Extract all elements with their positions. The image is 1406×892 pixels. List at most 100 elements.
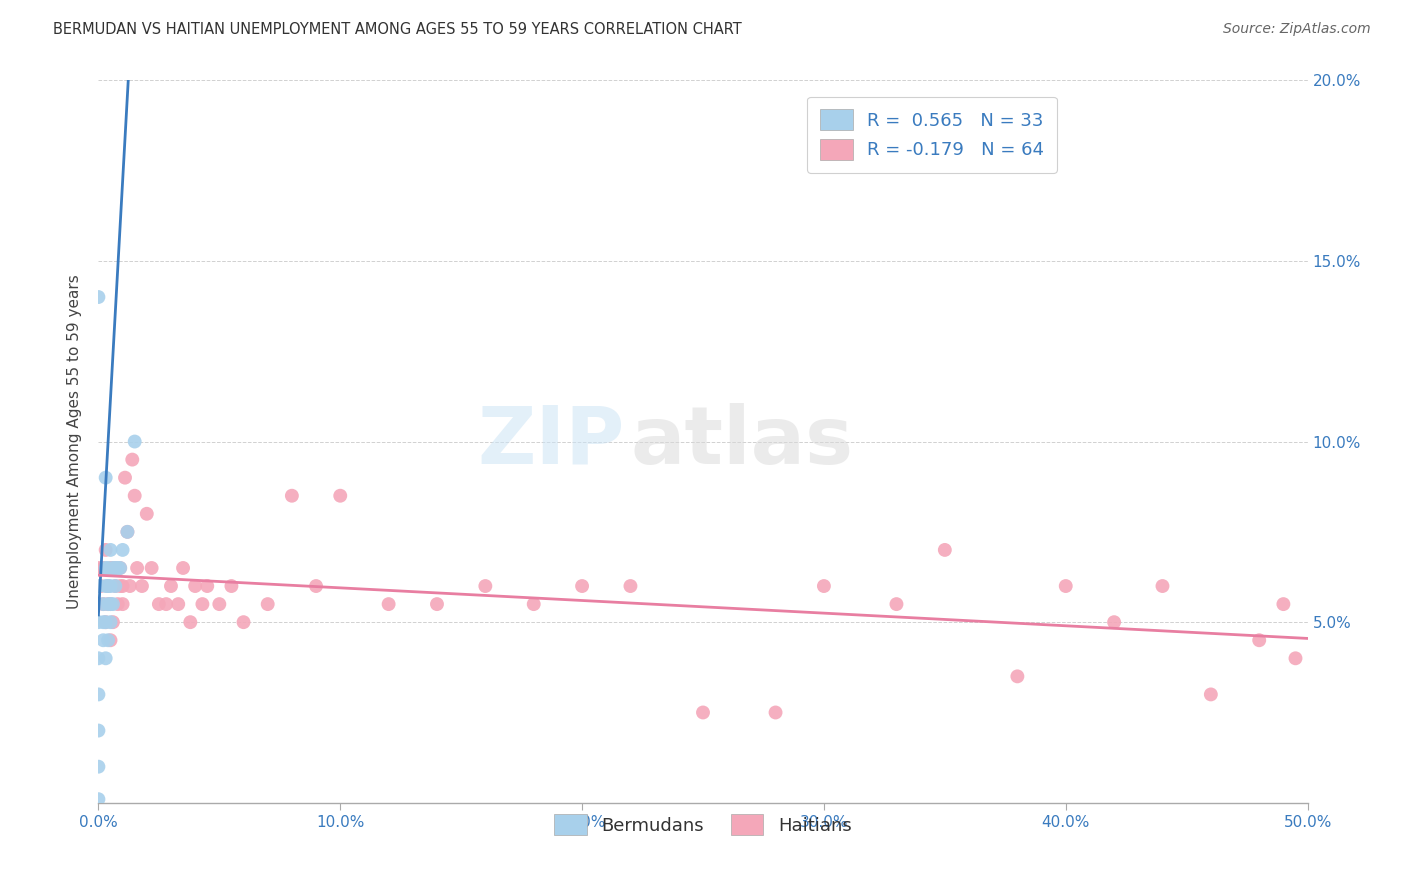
Point (94, 561, 117, 575)
Point (101, 597, 124, 611)
Point (97, 633, 120, 648)
Point (107, 561, 129, 575)
Point (1007, 669, 1029, 683)
Point (167, 597, 190, 611)
Point (87, 651, 110, 665)
Point (934, 542, 956, 557)
Point (94, 615, 117, 630)
Text: Source: ZipAtlas.com: Source: ZipAtlas.com (1223, 22, 1371, 37)
Point (101, 561, 124, 575)
Point (104, 561, 127, 575)
Point (1272, 597, 1295, 611)
Text: ZIP: ZIP (477, 402, 624, 481)
Point (619, 579, 641, 593)
Point (100, 597, 122, 611)
Point (91, 561, 114, 575)
Point (135, 507, 157, 521)
Point (305, 579, 328, 593)
Point (100, 542, 122, 557)
Point (111, 597, 134, 611)
Point (1152, 579, 1174, 593)
Point (155, 597, 177, 611)
Point (329, 489, 352, 503)
Point (121, 452, 143, 467)
Point (571, 579, 593, 593)
Point (87, 792, 110, 806)
Point (91, 615, 114, 630)
Point (232, 615, 254, 630)
Point (94, 471, 117, 485)
Point (1102, 615, 1125, 630)
Point (191, 597, 214, 611)
Point (87, 615, 110, 630)
Point (172, 561, 194, 575)
Point (97, 561, 120, 575)
Point (111, 579, 134, 593)
Point (90, 579, 112, 593)
Point (97, 597, 120, 611)
Point (108, 579, 131, 593)
Point (765, 706, 787, 720)
Point (886, 597, 908, 611)
Point (179, 615, 201, 630)
Point (100, 633, 122, 648)
Text: atlas: atlas (630, 402, 853, 481)
Point (108, 561, 131, 575)
Point (208, 597, 231, 611)
Point (118, 579, 141, 593)
Y-axis label: Unemployment Among Ages 55 to 59 years: Unemployment Among Ages 55 to 59 years (67, 274, 83, 609)
Point (94, 542, 117, 557)
Point (104, 561, 127, 575)
Point (127, 561, 149, 575)
Point (108, 561, 131, 575)
Point (813, 579, 835, 593)
Legend: Bermudans, Haitians: Bermudans, Haitians (541, 802, 865, 848)
Point (111, 542, 134, 557)
Point (523, 597, 546, 611)
Point (1284, 651, 1306, 665)
Point (97, 579, 120, 593)
Point (107, 597, 129, 611)
Point (141, 561, 163, 575)
Point (101, 561, 124, 575)
Point (87, 561, 110, 575)
Point (104, 579, 127, 593)
Point (474, 579, 496, 593)
Point (117, 524, 139, 539)
Point (221, 579, 243, 593)
Point (87, 579, 110, 593)
Point (1199, 687, 1222, 701)
Point (131, 579, 153, 593)
Point (91, 597, 114, 611)
Point (87, 687, 110, 701)
Point (117, 524, 139, 539)
Point (256, 597, 278, 611)
Point (94, 651, 117, 665)
Point (91, 633, 114, 648)
Point (97, 597, 120, 611)
Point (160, 579, 183, 593)
Point (87, 760, 110, 774)
Point (94, 579, 117, 593)
Point (692, 706, 714, 720)
Point (426, 597, 449, 611)
Point (87, 290, 110, 304)
Point (97, 579, 120, 593)
Point (91, 597, 114, 611)
Point (124, 489, 146, 503)
Point (87, 723, 110, 738)
Point (195, 579, 218, 593)
Point (114, 471, 136, 485)
Point (281, 489, 304, 503)
Point (100, 615, 122, 630)
Point (148, 597, 170, 611)
Point (100, 597, 122, 611)
Point (101, 615, 124, 630)
Point (377, 597, 399, 611)
Point (1249, 633, 1271, 648)
Text: BERMUDAN VS HAITIAN UNEMPLOYMENT AMONG AGES 55 TO 59 YEARS CORRELATION CHART: BERMUDAN VS HAITIAN UNEMPLOYMENT AMONG A… (53, 22, 742, 37)
Point (184, 579, 207, 593)
Point (104, 579, 127, 593)
Point (124, 434, 146, 449)
Point (1054, 579, 1077, 593)
